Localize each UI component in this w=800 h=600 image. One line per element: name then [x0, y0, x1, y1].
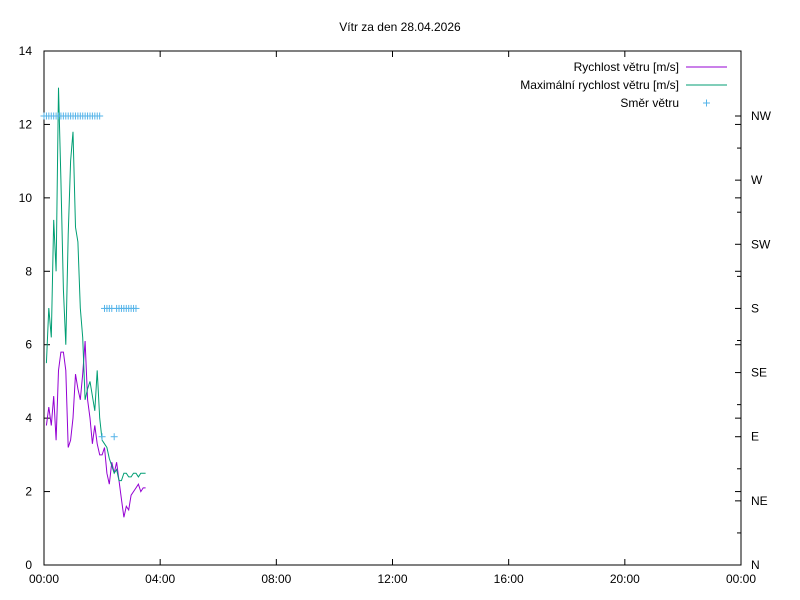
y-axis-right: N NE E SE S SW W NW	[735, 109, 772, 572]
series-line-1	[45, 87, 146, 482]
y-tick-label: 4	[25, 411, 32, 425]
y2-tick-label: NE	[751, 494, 768, 508]
x-tick-label: 04:00	[145, 572, 175, 586]
y2-tick-label: NW	[751, 109, 772, 123]
x-tick-label: 20:00	[610, 572, 640, 586]
direction-point	[98, 433, 106, 441]
x-tick-label: 12:00	[377, 572, 407, 586]
y-tick-label: 2	[25, 485, 32, 499]
y-tick-label: 14	[19, 44, 33, 58]
y-tick-label: 10	[19, 191, 33, 205]
y2-tick-label: E	[751, 430, 759, 444]
y-tick-label: 12	[19, 117, 33, 131]
y-tick-label: 8	[25, 264, 32, 278]
y-tick-label: 6	[25, 338, 32, 352]
y-axis-left: 0 2 4 6 8 10 12 14	[19, 44, 741, 572]
series-layer	[40, 87, 146, 518]
y2-tick-label: SE	[751, 366, 767, 380]
direction-point	[110, 433, 118, 441]
series-line-0	[45, 340, 146, 518]
legend-label-1: Maximální rychlost větru [m/s]	[520, 78, 679, 92]
y2-tick-label: SW	[751, 237, 771, 251]
x-tick-label: 08:00	[261, 572, 291, 586]
y2-tick-label: S	[751, 301, 759, 315]
direction-point	[132, 304, 140, 312]
y2-tick-label: W	[751, 173, 763, 187]
y2-tick-label: N	[751, 558, 760, 572]
direction-point	[96, 112, 104, 120]
x-tick-label: 16:00	[494, 572, 524, 586]
legend-label-2: Směr větru	[620, 96, 679, 110]
chart-title: Vítr za den 28.04.2026	[339, 20, 461, 34]
x-tick-label: 00:00	[726, 572, 756, 586]
x-axis: 00:00 04:00 08:00 12:00 16:00 20:00 00:00	[29, 51, 756, 586]
plot-frame	[43, 50, 742, 566]
legend: Rychlost větru [m/s] Maximální rychlost v…	[520, 60, 727, 110]
y-tick-label: 0	[25, 558, 32, 572]
x-tick-label: 00:00	[29, 572, 59, 586]
legend-label-0: Rychlost větru [m/s]	[574, 60, 679, 74]
